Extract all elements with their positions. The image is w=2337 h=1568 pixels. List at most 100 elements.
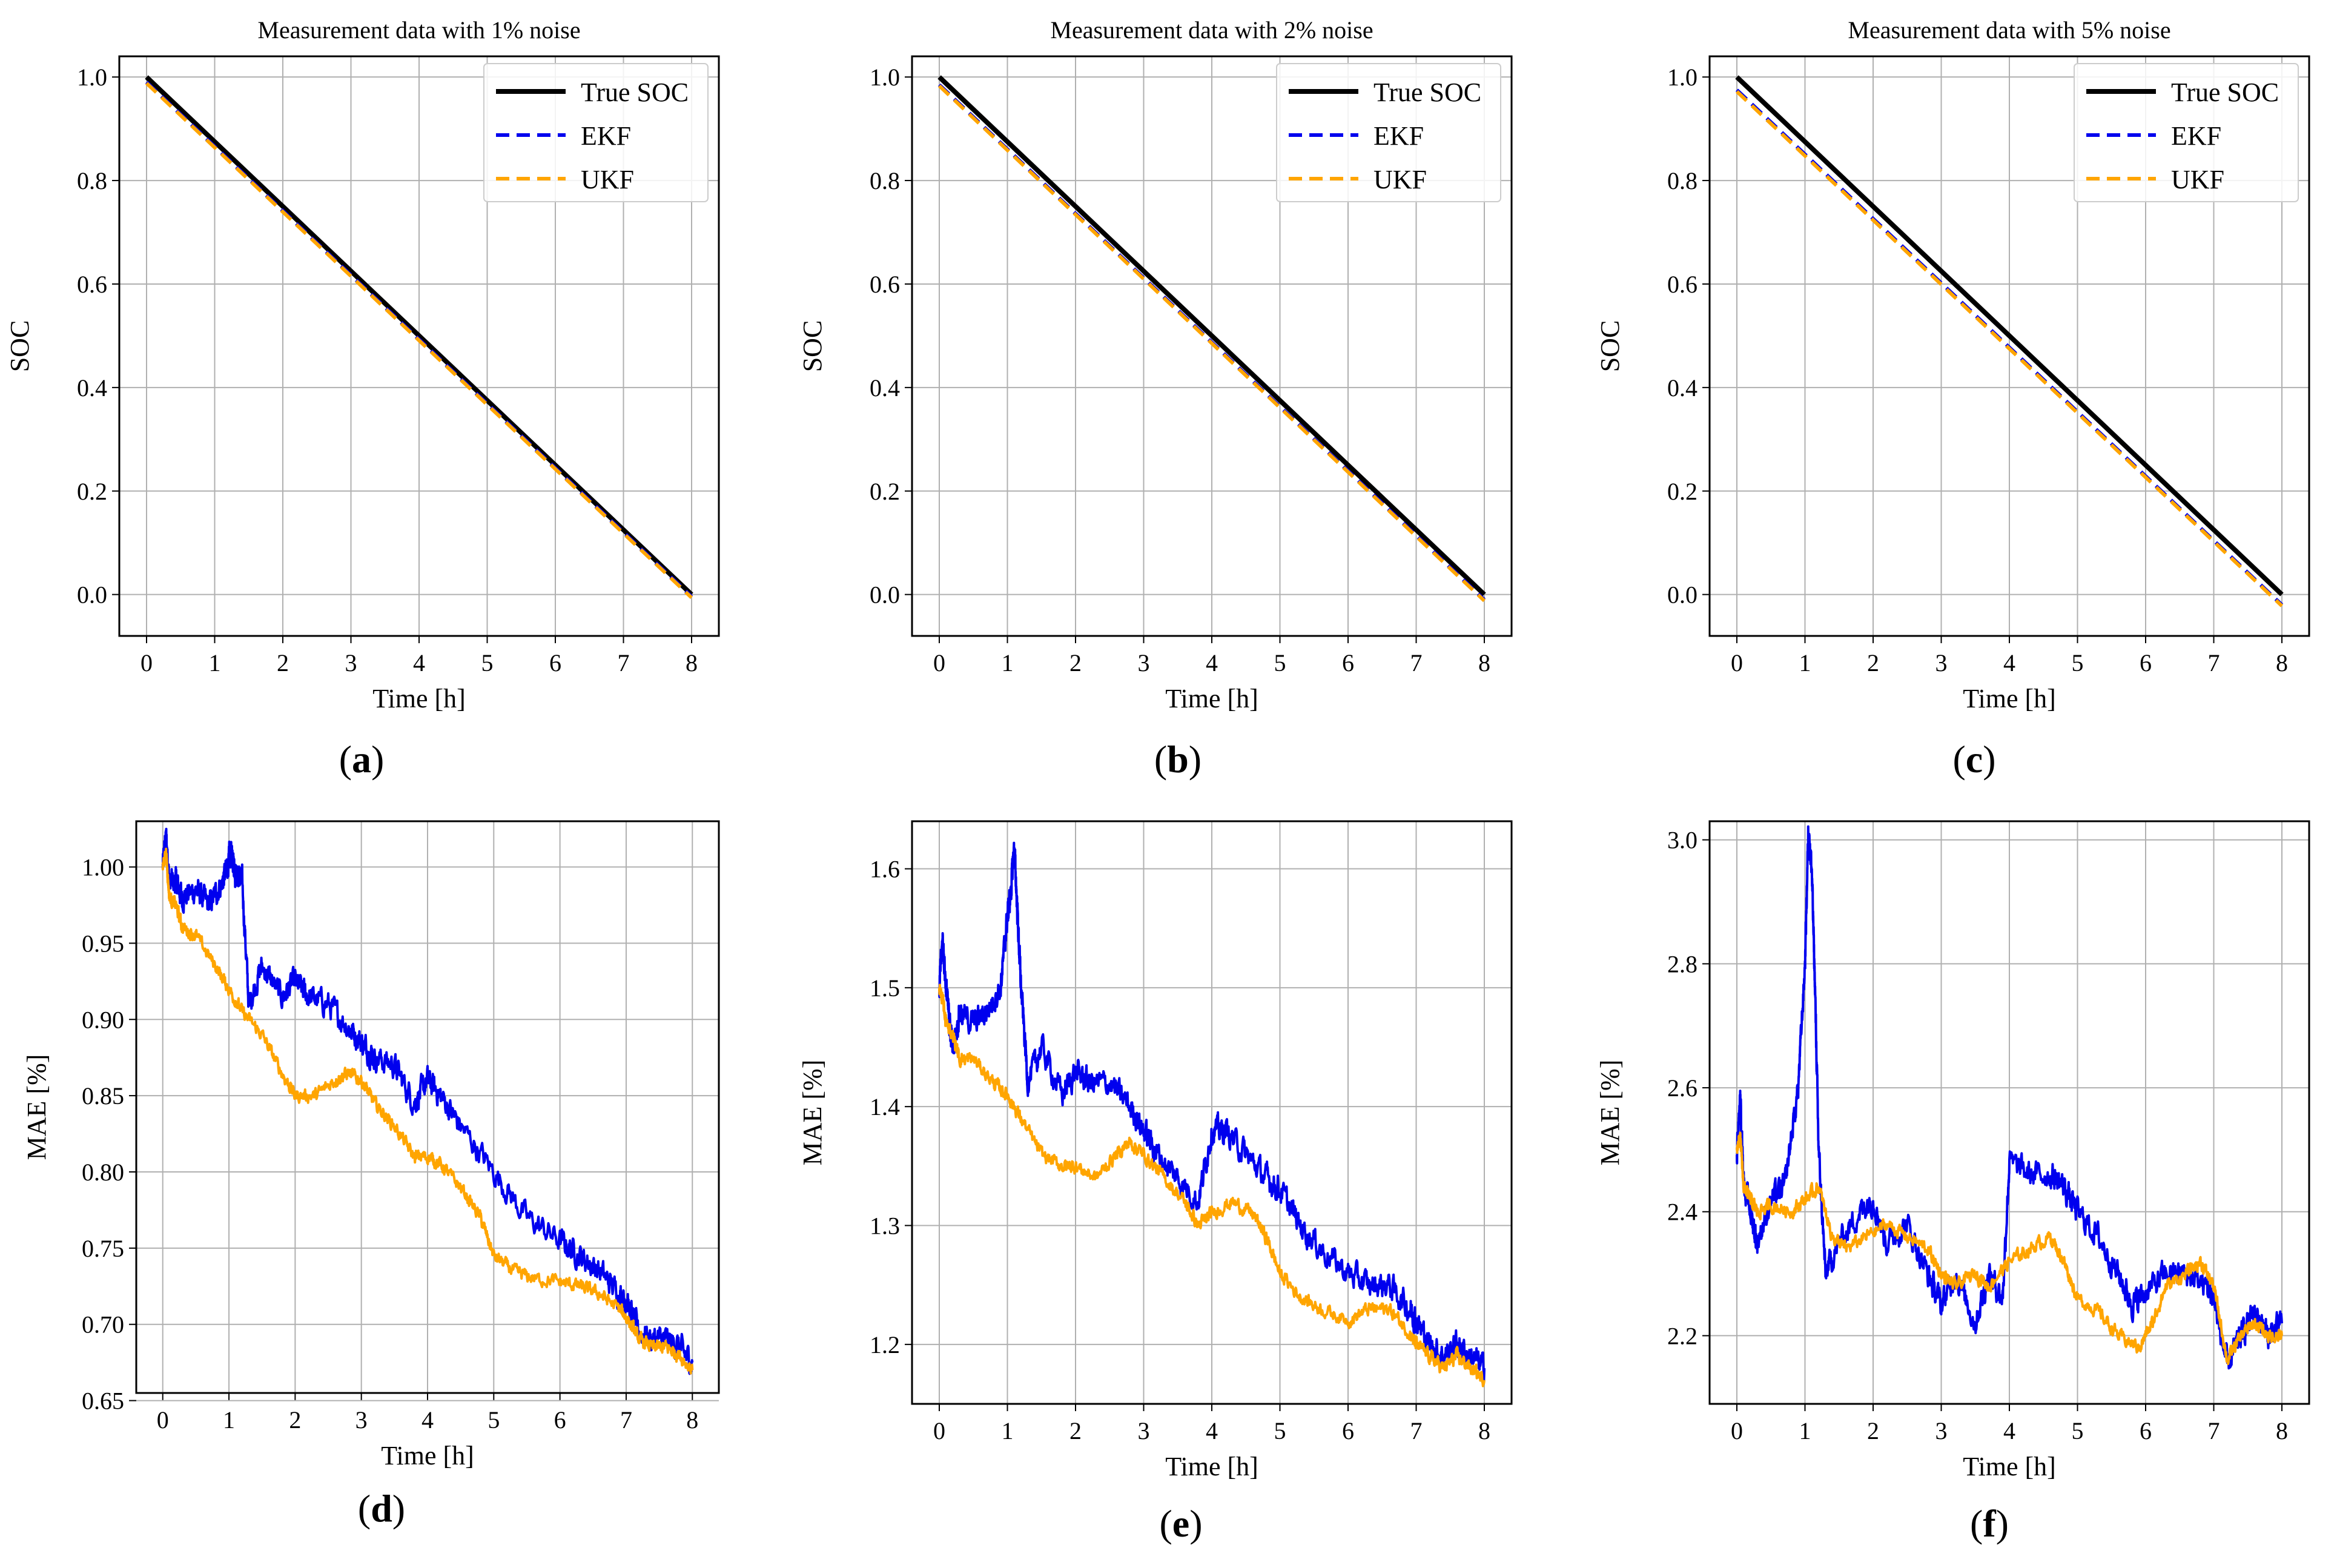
x-tick-label: 5: [1274, 649, 1286, 676]
chart-panel-e: 0 1 2 3 4 5 6 7 8 1.2 1.3 1.4 1.5 1.6 Time [h] MAE [%] (…: [798, 820, 1513, 1545]
y-tick-label: 0.8: [1667, 167, 1697, 194]
series-line-ekf: [1736, 825, 2283, 1370]
chart-panel-b: 0 1 2 3 4 5 6 7 8 0.0 0.2 0.4 0.6 0.8 1.0 Measurement d…: [798, 16, 1513, 781]
y-tick-label: 1.00: [82, 854, 124, 881]
axes-frame: [1708, 820, 2310, 1405]
legend-label: True SOC: [581, 78, 689, 107]
x-tick-label: 7: [2208, 1417, 2220, 1444]
axes-frame: [118, 55, 720, 637]
y-tick-label: 0.70: [82, 1311, 124, 1338]
x-axis-label: Time [h]: [381, 1441, 474, 1470]
x-tick-label: 7: [2208, 649, 2220, 676]
x-tick-label: 3: [355, 1406, 368, 1434]
panel-caption: (e): [1159, 1502, 1202, 1545]
panel-caption: (b): [1154, 738, 1202, 781]
y-tick-label: 0.80: [82, 1159, 124, 1186]
x-axis-label: Time [h]: [372, 684, 466, 713]
y-tick-label: 1.0: [1667, 64, 1697, 91]
x-tick-label: 6: [2140, 1417, 2152, 1444]
chart-title: Measurement data with 2% noise: [1050, 16, 1373, 44]
legend-label: EKF: [581, 121, 631, 151]
x-tick-label: 3: [1935, 649, 1948, 676]
x-tick-label: 4: [421, 1406, 434, 1434]
series-line-ukf: [145, 82, 693, 599]
chart-panel-c: 0 1 2 3 4 5 6 7 8 0.0 0.2 0.4 0.6 0.8 1.0 Measurement d…: [1595, 16, 2310, 781]
x-tick-label: 8: [2276, 1417, 2288, 1444]
y-tick-label: 0.8: [77, 167, 107, 194]
y-tick-label: 0.0: [1667, 581, 1697, 609]
series-line-ukf: [161, 847, 694, 1375]
legend-label: EKF: [1373, 121, 1424, 151]
x-tick-label: 8: [1478, 1417, 1490, 1444]
legend-box: [1276, 63, 1501, 202]
series-line-ukf: [937, 84, 1486, 603]
x-tick-label: 8: [1478, 649, 1490, 676]
y-tick-label: 0.0: [77, 581, 107, 609]
chart-title: Measurement data with 1% noise: [257, 16, 580, 44]
panel-caption: (c): [1952, 738, 1995, 781]
chart-panel-d: 0 1 2 3 4 5 6 7 8 0.65 0.70 0.75 0.80 0.85 0.90 0.95 1.0…: [22, 820, 720, 1530]
y-tick-label: 1.0: [870, 64, 900, 91]
legend-label: UKF: [2171, 165, 2224, 194]
y-tick-label: 1.6: [870, 856, 900, 883]
x-axis-label: Time [h]: [1165, 684, 1258, 713]
y-tick-label: 0.4: [1667, 374, 1697, 402]
x-tick-label: 2: [1069, 1417, 1082, 1444]
x-tick-label: 6: [1342, 649, 1354, 676]
axes-frame: [1708, 55, 2310, 637]
x-tick-label: 5: [1274, 1417, 1286, 1444]
series-line-ukf: [1736, 1131, 2283, 1365]
chart-title: Measurement data with 5% noise: [1848, 16, 2170, 44]
y-tick-label: 2.2: [1667, 1322, 1697, 1349]
x-tick-label: 0: [157, 1406, 169, 1434]
y-tick-label: 1.2: [870, 1331, 900, 1358]
y-axis-label: MAE [%]: [1595, 1060, 1625, 1166]
y-tick-label: 0.95: [82, 930, 124, 957]
x-tick-label: 5: [2072, 1417, 2084, 1444]
series-line-true-soc: [1735, 75, 2284, 597]
x-tick-label: 4: [1206, 649, 1218, 676]
series-line-ukf: [938, 984, 1486, 1388]
x-tick-label: 2: [277, 649, 289, 676]
legend-label: EKF: [2171, 121, 2221, 151]
x-tick-label: 4: [413, 649, 425, 676]
x-tick-label: 5: [2072, 649, 2084, 676]
y-tick-label: 2.6: [1667, 1074, 1697, 1102]
legend-box: [2074, 63, 2299, 202]
x-tick-label: 7: [1410, 1417, 1423, 1444]
y-tick-label: 0.4: [870, 374, 900, 402]
y-tick-label: 1.0: [77, 64, 107, 91]
x-tick-label: 4: [2003, 1417, 2015, 1444]
x-tick-label: 1: [1002, 649, 1014, 676]
legend-label: True SOC: [1373, 78, 1481, 107]
x-tick-label: 3: [345, 649, 357, 676]
panel-caption: (a): [339, 738, 385, 781]
x-tick-label: 2: [1867, 649, 1879, 676]
x-tick-label: 3: [1935, 1417, 1948, 1444]
y-tick-label: 0.0: [870, 581, 900, 609]
y-tick-label: 0.8: [870, 167, 900, 194]
x-tick-label: 5: [488, 1406, 500, 1434]
x-tick-label: 8: [686, 1406, 698, 1434]
x-tick-label: 0: [1731, 649, 1743, 676]
y-tick-label: 0.90: [82, 1006, 124, 1033]
y-tick-label: 0.4: [77, 374, 107, 402]
series-line-ekf: [161, 827, 694, 1375]
y-tick-label: 3.0: [1667, 827, 1697, 854]
y-axis-label: MAE [%]: [22, 1054, 51, 1160]
x-tick-label: 7: [1410, 649, 1423, 676]
x-tick-label: 6: [1342, 1417, 1354, 1444]
x-tick-label: 3: [1138, 1417, 1150, 1444]
y-tick-label: 1.3: [870, 1212, 900, 1240]
x-tick-label: 0: [1731, 1417, 1743, 1444]
x-tick-label: 1: [223, 1406, 235, 1434]
x-tick-label: 5: [481, 649, 494, 676]
y-axis-label: SOC: [1595, 320, 1625, 372]
y-tick-label: 0.85: [82, 1082, 124, 1110]
x-tick-label: 0: [933, 1417, 945, 1444]
y-axis-label: SOC: [5, 320, 35, 372]
x-tick-label: 7: [618, 649, 630, 676]
legend-label: True SOC: [2171, 78, 2279, 107]
axes-frame: [911, 820, 1513, 1405]
